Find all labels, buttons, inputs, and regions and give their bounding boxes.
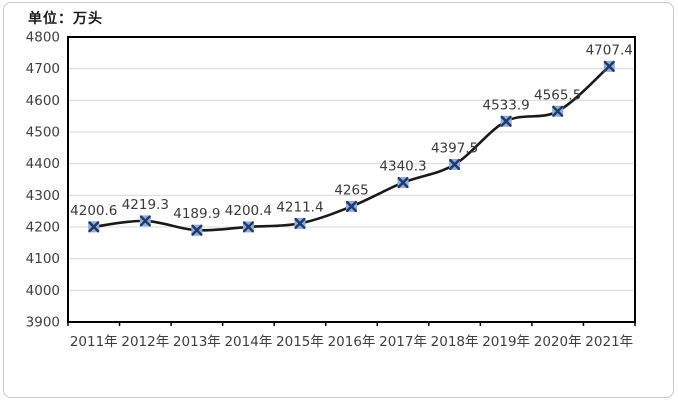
data-label: 4200.6 <box>70 203 117 219</box>
y-tick-label: 4500 <box>26 125 60 141</box>
data-point-x-glyph <box>603 60 615 72</box>
data-label: 4189.9 <box>173 206 220 222</box>
data-label: 4533.9 <box>483 97 530 113</box>
data-point-x-glyph <box>191 224 203 236</box>
x-tick-label: 2020年 <box>534 334 582 350</box>
data-point-x-glyph <box>346 200 357 212</box>
x-tick-label: 2018年 <box>431 334 479 350</box>
x-tick-label: 2016年 <box>328 334 376 350</box>
data-point-x-glyph <box>500 115 512 127</box>
y-tick-label: 4300 <box>26 188 60 204</box>
x-tick-label: 2015年 <box>276 334 324 350</box>
data-label: 4707.4 <box>586 42 633 58</box>
data-point-x-glyph <box>552 105 564 117</box>
data-point-x-glyph <box>139 215 151 227</box>
data-point-x-glyph <box>397 177 409 189</box>
x-tick-label: 2011年 <box>70 334 118 350</box>
y-tick-label: 4400 <box>26 156 60 172</box>
y-tick-label: 4200 <box>26 220 60 236</box>
y-tick-label: 4800 <box>26 30 60 46</box>
y-tick-label: 4600 <box>26 93 60 109</box>
x-tick-label: 2014年 <box>224 334 272 350</box>
x-tick-label: 2021年 <box>585 334 633 350</box>
data-label: 4211.4 <box>276 199 323 215</box>
x-tick-label: 2017年 <box>379 334 427 350</box>
data-label: 4565.5 <box>534 87 581 103</box>
data-label: 4397.5 <box>431 140 478 156</box>
plot-border <box>67 36 636 323</box>
data-label: 4340.3 <box>379 159 426 175</box>
y-tick-label: 4000 <box>26 283 60 299</box>
data-label: 4265 <box>334 182 368 198</box>
data-label: 4219.3 <box>122 197 169 213</box>
data-point-x-glyph <box>242 221 254 233</box>
x-tick-label: 2012年 <box>121 334 169 350</box>
x-tick-label: 2013年 <box>173 334 221 350</box>
y-tick-label: 4100 <box>26 251 60 267</box>
y-tick-label: 3900 <box>26 315 60 331</box>
data-label: 4200.4 <box>225 203 272 219</box>
y-tick-label: 4700 <box>26 61 60 77</box>
data-point-x-glyph <box>449 158 461 170</box>
data-point-x-glyph <box>88 221 100 233</box>
x-tick-label: 2019年 <box>482 334 530 350</box>
data-point-x-glyph <box>294 217 306 229</box>
unit-label: 单位：万头 <box>28 11 103 27</box>
